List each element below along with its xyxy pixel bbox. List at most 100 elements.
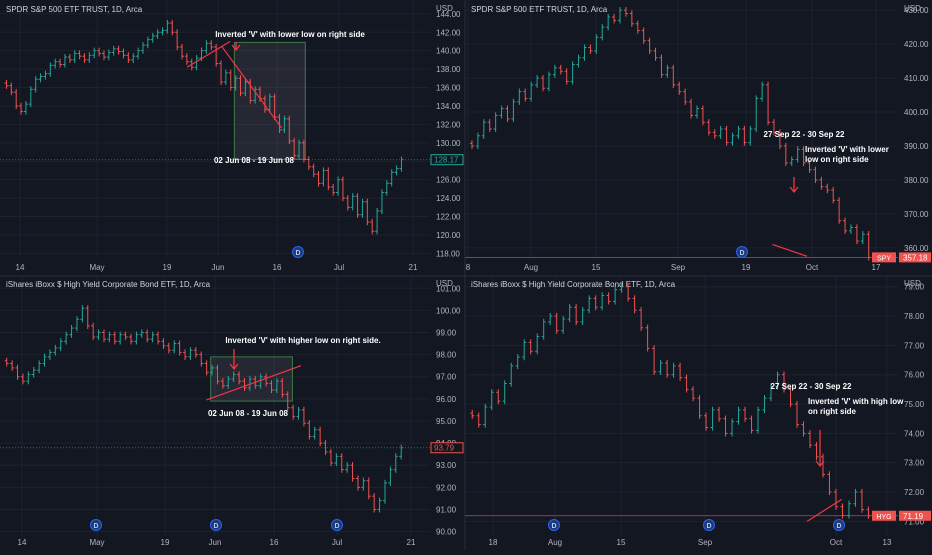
ohlc-bar [535,333,540,355]
price-tag [899,510,931,521]
price-tag [430,154,464,166]
price-tag [430,442,464,454]
dividend-icon [90,519,102,531]
ohlc-bar [37,360,42,374]
ohlc-bar [339,453,344,473]
ohlc-bar [247,375,252,391]
dividend-marker: D [90,519,102,531]
ohlc-bar [172,340,177,354]
ohlc-bar [345,462,350,473]
ohlc-bar [38,73,43,83]
ohlc-bar [210,364,215,376]
ohlc-bar [730,132,735,146]
date-range-label: 27 Sep 22 - 30 Sep 22 [771,382,852,391]
annotation-text: Inverted 'V' with lower low on right side [805,145,889,164]
ohlc-bar [742,125,747,146]
ohlc-bar [718,125,723,139]
y-tick-label: 101.00 [436,284,461,293]
x-tick-label: 21 [409,263,418,272]
ohlc-bar [827,471,832,496]
panel-hyg_2022: 71.00 72.00 73.00 74.00 75.00 76.00 77.00 78.00… [465,275,931,547]
ohlc-bar [165,19,170,34]
ohlc-bar [730,418,735,437]
y-tick-label: 410.00 [904,74,929,83]
ohlc-bar [807,159,812,173]
y-tick-label: 77.00 [904,341,925,350]
x-tick-label: 14 [16,263,25,272]
y-tick-label: 132.00 [436,120,461,129]
x-tick-label: May [89,263,104,272]
ohlc-bar [334,453,339,467]
x-tick-label: Aug [524,263,538,272]
ohlc-bar [184,53,189,65]
ohlc-bar [82,53,87,63]
dividend-icon [736,246,748,258]
panel-spy_2008: 118.00120.00122.00124.00126.00128.00130.… [0,0,464,272]
x-tick-label: Jul [334,263,344,272]
ohlc-bar [297,139,302,159]
ohlc-bar [150,331,155,343]
ohlc-bar [600,292,605,311]
ohlc-bar [53,58,58,69]
ohlc-bar [743,406,748,422]
ohlc-bar [145,36,150,49]
ohlc-bar [840,503,845,519]
currency-label: USD [904,4,921,13]
x-tick-label: Sep [698,538,713,547]
annotation-text: Inverted 'V' with higher low on right si… [225,336,380,345]
y-tick-label: 71.00 [904,517,925,526]
ohlc-bar [522,339,527,361]
ohlc-bar [618,7,623,24]
annotation-line: low on right side [805,155,869,164]
ohlc-bar [814,441,819,460]
x-tick-label: Aug [548,538,562,547]
ohlc-bar [101,329,106,343]
ohlc-bar [552,64,557,78]
x-tick-label: May [89,538,104,547]
ohlc-bar [529,81,534,102]
ohlc-bar [277,113,282,134]
y-tick-label: 390.00 [904,142,929,151]
ohlc-bar [801,146,806,167]
annotation-arrowhead [815,460,825,468]
ohlc-bar [323,439,328,456]
ohlc-bar [588,44,593,55]
ohlc-bar [355,193,360,218]
ohlc-bar [795,146,800,163]
ohlc-bar [48,62,53,77]
ohlc-bar [365,198,370,226]
ohlc-bar [594,34,599,55]
ohlc-bar [336,176,341,196]
ohlc-bar [74,316,79,332]
ohlc-bar [15,364,20,380]
ticker-tag [872,252,896,263]
ohlc-bar [647,37,652,55]
x-tick-label: 21 [407,538,416,547]
dividend-icon [292,246,304,258]
ohlc-bar [548,312,553,326]
ohlc-bar [47,349,52,360]
ohlc-bar [393,453,398,473]
ohlc-bar [487,119,492,133]
ohlc-bar [42,353,47,367]
ticker-tag [872,510,896,521]
y-tick-label: 95.00 [436,417,457,426]
y-tick-label: 370.00 [904,210,929,219]
ohlc-bar [771,119,776,136]
ohlc-bar [801,421,806,437]
dividend-icon-label: D [706,523,711,530]
ohlc-bar [10,360,15,372]
annotation-line: Inverted 'V' with high low [808,397,904,406]
ohlc-bar [658,359,663,375]
ohlc-bar [215,364,220,385]
ohlc-bar [311,163,316,178]
ohlc-bar [91,322,96,341]
ohlc-bar [678,362,683,381]
ohlc-bar [489,389,494,411]
dividend-icon [331,519,343,531]
ohlc-bar [140,42,145,54]
ohlc-bar [866,231,871,261]
ohlc-bar [214,43,219,67]
ohlc-bar [150,32,155,43]
ohlc-bar [193,347,198,358]
